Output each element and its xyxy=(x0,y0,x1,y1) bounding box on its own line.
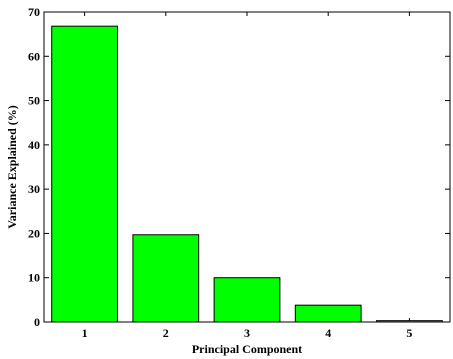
y-axis: 0 10 20 30 40 50 60 70 xyxy=(28,5,450,329)
bar-component-5 xyxy=(376,320,443,323)
x-tick-label: 2 xyxy=(163,326,169,340)
y-tick-label: 50 xyxy=(28,94,40,108)
y-tick-label: 20 xyxy=(28,226,40,240)
bar-component-3 xyxy=(213,277,281,323)
y-tick-label: 0 xyxy=(34,315,40,329)
x-tick-label: 4 xyxy=(325,326,331,340)
bar-series xyxy=(51,25,443,323)
bar-component-4 xyxy=(294,304,362,323)
y-tick-label: 60 xyxy=(28,49,40,63)
y-axis-title: Variance Explained (%) xyxy=(5,105,19,229)
y-tick-label: 40 xyxy=(28,138,40,152)
y-tick-label: 70 xyxy=(28,5,40,19)
y-tick-label: 10 xyxy=(28,271,40,285)
x-tick-label: 1 xyxy=(82,326,88,340)
x-tick-label: 3 xyxy=(244,326,250,340)
x-axis-title: Principal Component xyxy=(192,342,302,356)
x-tick-label: 5 xyxy=(406,326,412,340)
bar-component-2 xyxy=(132,234,200,323)
bar-component-1 xyxy=(51,25,118,323)
y-tick-label: 30 xyxy=(28,182,40,196)
